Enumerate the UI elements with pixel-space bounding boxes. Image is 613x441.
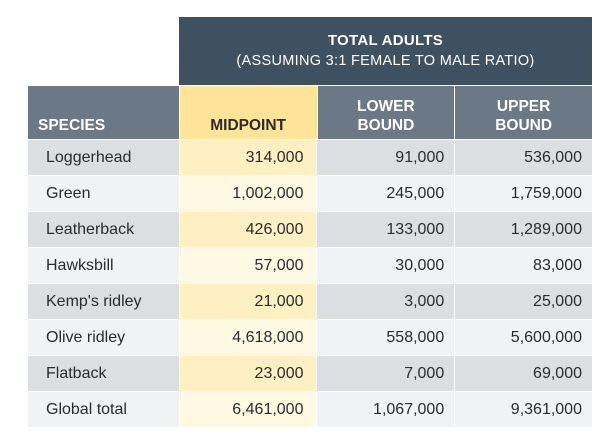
column-header-lower-line1: LOWER [357,98,415,115]
table-row: Olive ridley 4,618,000 558,000 5,600,000 [28,319,592,355]
lower-bound-cell: 558,000 [317,320,455,355]
column-header-lower-bound: LOWER BOUND [317,86,455,139]
lower-bound-cell: 1,067,000 [317,392,455,427]
table-title-cell: TOTAL ADULTS (ASSUMING 3:1 FEMALE TO MAL… [179,17,592,85]
upper-bound-cell: 9,361,000 [455,392,592,427]
lower-bound-cell: 91,000 [317,140,455,175]
species-cell: Hawksbill [28,248,179,283]
species-cell: Green [28,176,179,211]
column-header-upper-line2: BOUND [495,117,553,134]
table-subtitle: (ASSUMING 3:1 FEMALE TO MALE RATIO) [236,53,535,69]
title-row: TOTAL ADULTS (ASSUMING 3:1 FEMALE TO MAL… [28,17,592,85]
species-cell: Leatherback [28,212,179,247]
table-row: Loggerhead 314,000 91,000 536,000 [28,139,592,175]
lower-bound-cell: 3,000 [317,284,455,319]
upper-bound-cell: 5,600,000 [455,320,592,355]
species-cell: Loggerhead [28,140,179,175]
species-cell: Flatback [28,356,179,391]
upper-bound-cell: 536,000 [455,140,592,175]
column-header-upper-line1: UPPER [496,98,551,115]
table-row: Leatherback 426,000 133,000 1,289,000 [28,211,592,247]
midpoint-cell: 1,002,000 [179,176,317,211]
table-row: Flatback 23,000 7,000 69,000 [28,355,592,391]
midpoint-cell: 21,000 [179,284,317,319]
table-title: TOTAL ADULTS [327,32,444,49]
upper-bound-cell: 25,000 [455,284,592,319]
title-spacer [28,17,179,85]
table-row: Kemp's ridley 21,000 3,000 25,000 [28,283,592,319]
column-header-midpoint: MIDPOINT [179,86,317,139]
column-header-species-line1: SPECIES [38,117,106,134]
table-row: Green 1,002,000 245,000 1,759,000 [28,175,592,211]
column-header-upper-bound: UPPER BOUND [455,86,592,139]
column-header-lower-line2: BOUND [357,117,415,134]
lower-bound-cell: 245,000 [317,176,455,211]
column-header-midpoint-line1: MIDPOINT [210,117,287,134]
midpoint-cell: 57,000 [179,248,317,283]
lower-bound-cell: 7,000 [317,356,455,391]
table-row: Hawksbill 57,000 30,000 83,000 [28,247,592,283]
species-cell: Global total [28,392,179,427]
upper-bound-cell: 83,000 [455,248,592,283]
header-row: SPECIES MIDPOINT LOWER BOUND UPPER BOUND [28,86,592,139]
upper-bound-cell: 69,000 [455,356,592,391]
population-table: TOTAL ADULTS (ASSUMING 3:1 FEMALE TO MAL… [28,17,592,427]
midpoint-cell: 6,461,000 [179,392,317,427]
upper-bound-cell: 1,289,000 [455,212,592,247]
midpoint-cell: 4,618,000 [179,320,317,355]
table-body: Loggerhead 314,000 91,000 536,000 Green … [28,139,592,427]
midpoint-cell: 23,000 [179,356,317,391]
table-row-total: Global total 6,461,000 1,067,000 9,361,0… [28,391,592,427]
species-cell: Kemp's ridley [28,284,179,319]
midpoint-cell: 426,000 [179,212,317,247]
lower-bound-cell: 133,000 [317,212,455,247]
column-header-species: SPECIES [28,86,179,139]
midpoint-cell: 314,000 [179,140,317,175]
lower-bound-cell: 30,000 [317,248,455,283]
species-cell: Olive ridley [28,320,179,355]
upper-bound-cell: 1,759,000 [455,176,592,211]
